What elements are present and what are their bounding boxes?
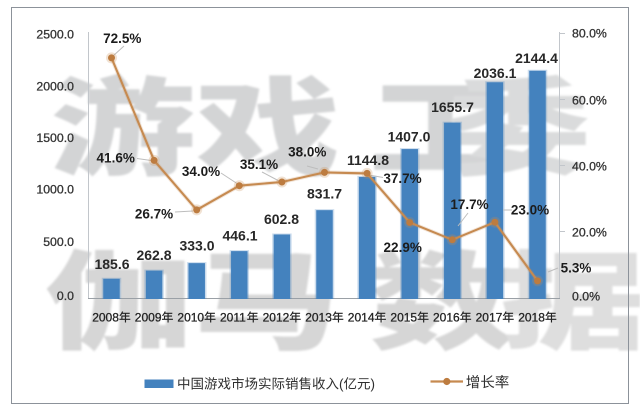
svg-text:2010: 2010 — [177, 311, 204, 325]
svg-text:35.1%: 35.1% — [240, 157, 278, 172]
svg-text:2500.0: 2500.0 — [36, 27, 74, 41]
svg-text:38.0%: 38.0% — [288, 145, 326, 160]
svg-text:1655.7: 1655.7 — [431, 99, 474, 115]
svg-text:2036.1: 2036.1 — [474, 65, 517, 81]
svg-text:262.8: 262.8 — [136, 247, 171, 263]
svg-text:185.6: 185.6 — [94, 256, 129, 272]
svg-text:2144.4: 2144.4 — [515, 50, 558, 66]
svg-text:2014: 2014 — [348, 311, 375, 325]
svg-text:2008: 2008 — [92, 311, 119, 325]
svg-text:34.0%: 34.0% — [182, 164, 220, 179]
svg-text:333.0: 333.0 — [179, 237, 214, 253]
svg-text:22.9%: 22.9% — [384, 240, 422, 255]
svg-text:): ) — [371, 377, 376, 392]
svg-text:602.8: 602.8 — [264, 211, 299, 227]
svg-text:0.0%: 0.0% — [572, 289, 600, 303]
svg-text:2013: 2013 — [305, 311, 332, 325]
svg-text:2011: 2011 — [220, 311, 246, 325]
svg-text:60.0%: 60.0% — [572, 93, 607, 107]
svg-text:500.0: 500.0 — [43, 235, 74, 249]
svg-text:72.5%: 72.5% — [103, 31, 141, 46]
svg-text:37.7%: 37.7% — [383, 171, 421, 186]
svg-text:26.7%: 26.7% — [135, 206, 173, 221]
svg-text:2000.0: 2000.0 — [36, 79, 74, 93]
svg-text:80.0%: 80.0% — [572, 26, 607, 40]
svg-text:5.3%: 5.3% — [561, 260, 592, 275]
svg-text:17.7%: 17.7% — [450, 197, 488, 212]
svg-text:(: ( — [339, 377, 344, 392]
svg-text:2009: 2009 — [135, 311, 162, 325]
svg-text:20.0%: 20.0% — [572, 225, 607, 239]
svg-text:2012: 2012 — [263, 311, 290, 325]
svg-text:0.0: 0.0 — [57, 289, 74, 303]
svg-text:23.0%: 23.0% — [511, 202, 549, 217]
svg-text:2018: 2018 — [518, 311, 545, 325]
svg-text:831.7: 831.7 — [307, 185, 342, 201]
svg-text:40.0%: 40.0% — [572, 159, 607, 173]
svg-text:1500.0: 1500.0 — [36, 131, 74, 145]
svg-text:2017: 2017 — [476, 311, 503, 325]
svg-text:1144.8: 1144.8 — [347, 152, 389, 168]
svg-text:1407.0: 1407.0 — [388, 128, 431, 144]
svg-text:2016: 2016 — [433, 311, 460, 325]
svg-text:1000.0: 1000.0 — [36, 182, 74, 196]
svg-text:446.1: 446.1 — [222, 227, 257, 243]
svg-text:41.6%: 41.6% — [97, 150, 135, 165]
svg-text:2015: 2015 — [390, 311, 417, 325]
